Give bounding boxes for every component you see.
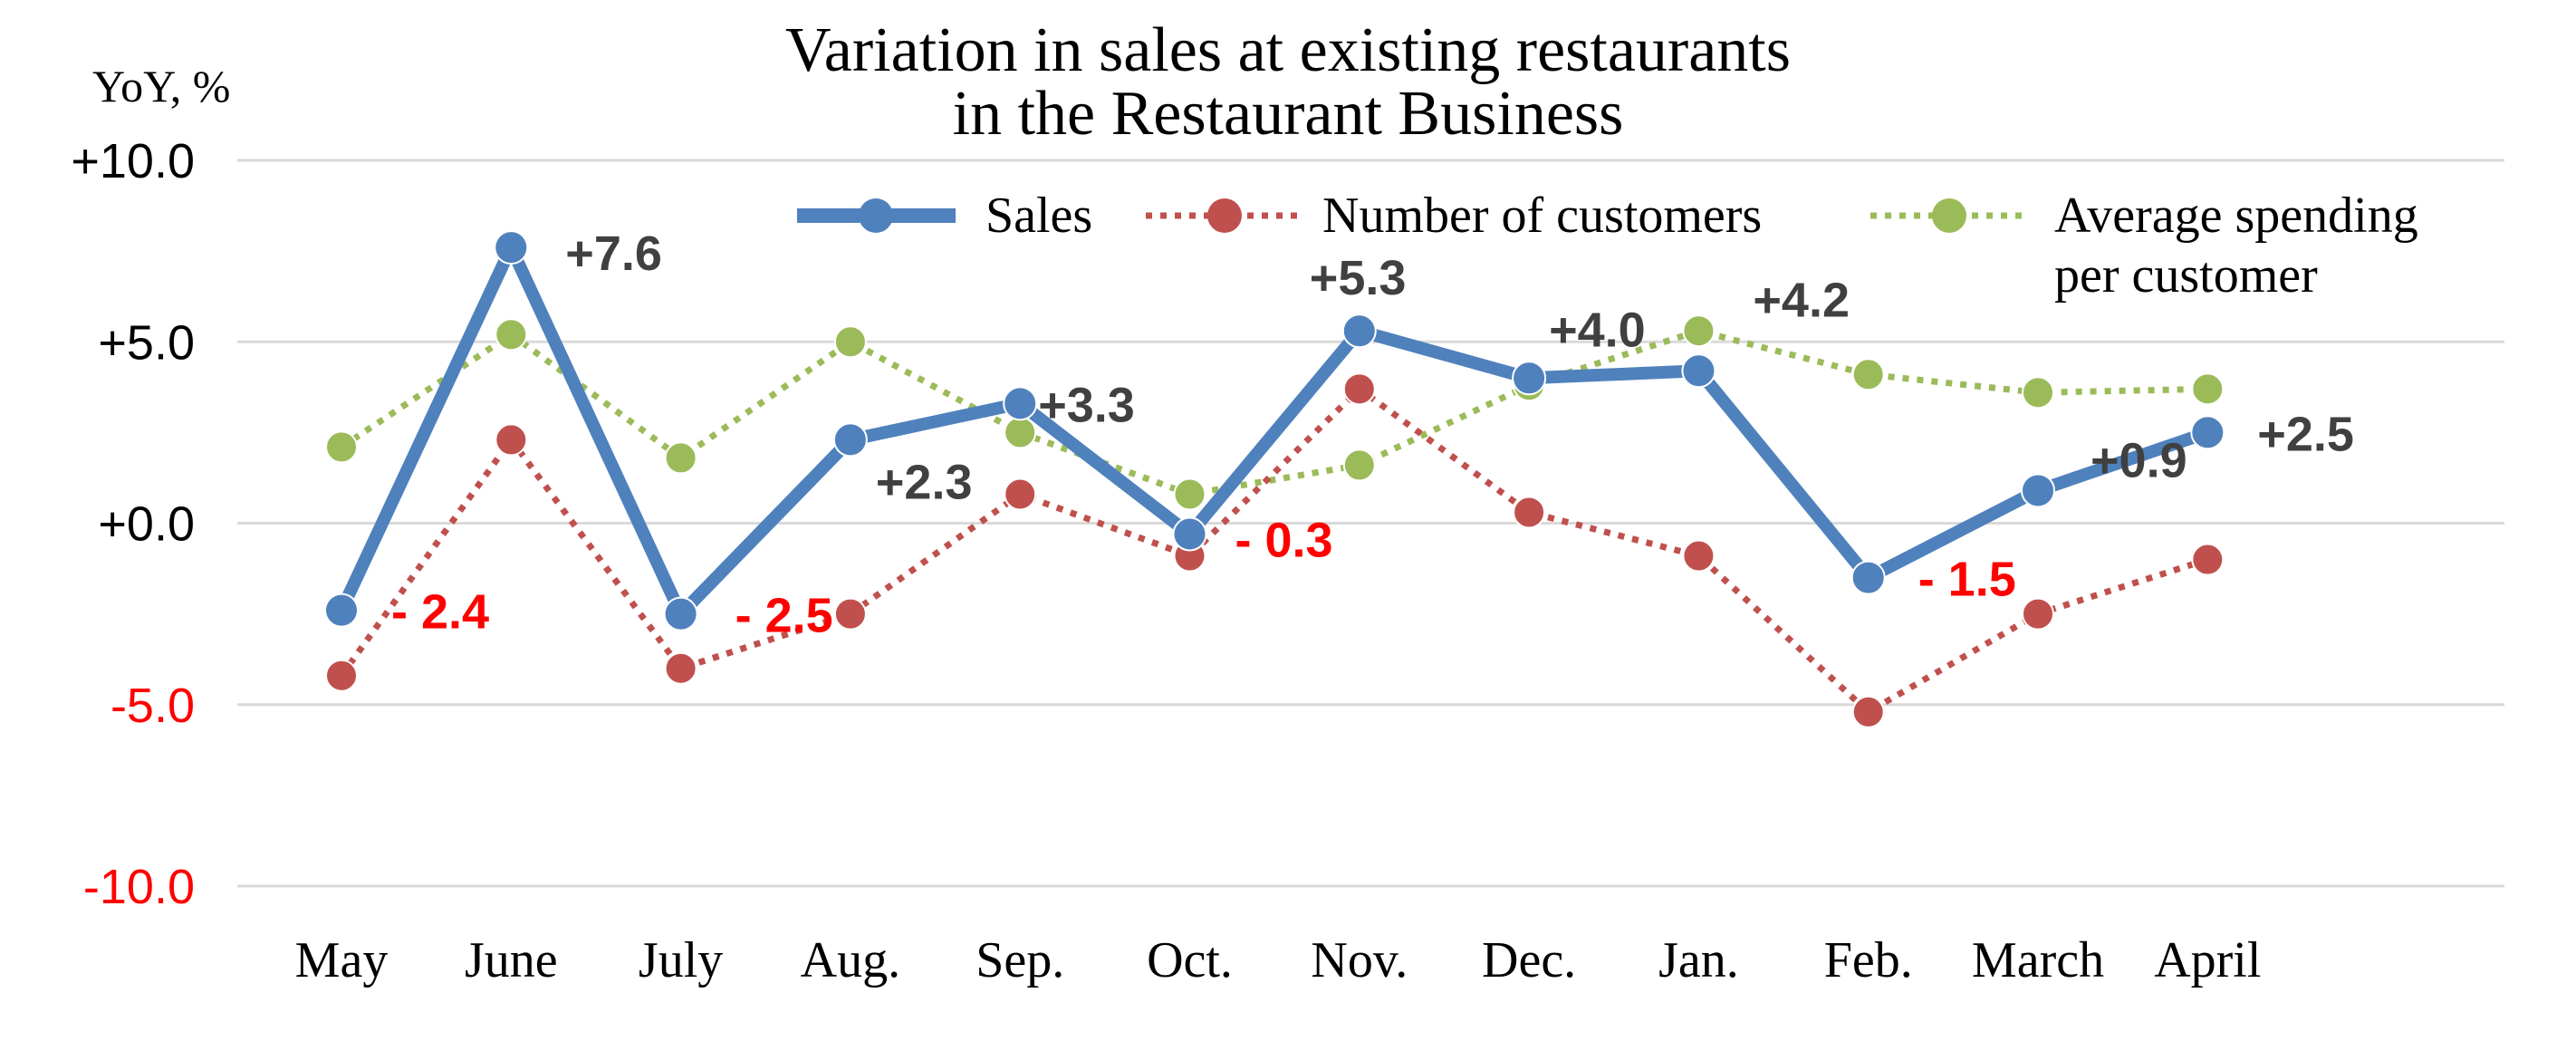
point-spending (1851, 358, 1885, 391)
point-spending (1173, 477, 1206, 511)
series-line-sales (335, 241, 2210, 621)
x-tick-label: April (2154, 932, 2261, 988)
point-sales (1850, 560, 1886, 595)
x-tick-label: Dec. (1482, 932, 1576, 988)
legend-item-spending: Average spending per customer (1870, 188, 2418, 304)
legend-marker-sales (859, 198, 893, 233)
point-customers (495, 423, 528, 457)
y-tick-label: -5.0 (111, 679, 195, 733)
legend-label-spending-line-2: per customer (2054, 247, 2318, 304)
point-sales (1172, 516, 1207, 552)
legend-label-customers: Number of customers (1322, 188, 1762, 244)
data-label-sales: - 1.5 (1918, 553, 2016, 607)
x-tick-label: July (639, 932, 723, 988)
legend-label-sales: Sales (985, 188, 1092, 244)
x-tick-label: Sep. (976, 932, 1064, 988)
chart-title-line-1: Variation in sales at existing restauran… (785, 15, 1791, 85)
point-sales (494, 230, 529, 265)
point-customers (664, 651, 697, 685)
point-customers (1513, 496, 1546, 529)
series-sales (324, 230, 2225, 631)
point-sales (2021, 473, 2055, 508)
series-line-customers (339, 384, 2209, 717)
point-customers (1004, 477, 1037, 511)
point-sales (1341, 313, 1377, 349)
data-label-sales: +4.2 (1753, 273, 1850, 327)
data-label-sales: - 0.3 (1235, 514, 1333, 568)
data-label-sales: +2.3 (876, 455, 973, 509)
point-sales (1512, 361, 1547, 396)
point-sales (1681, 353, 1716, 389)
y-axis-unit-label: YoY, % (92, 61, 230, 111)
x-tick-label: Jan. (1658, 932, 1739, 988)
data-label-sales: +4.0 (1549, 303, 1646, 357)
point-sales (663, 596, 698, 631)
data-label-sales: +5.3 (1310, 251, 1407, 305)
point-spending (2022, 376, 2054, 410)
y-tick-label: +5.0 (98, 315, 195, 370)
point-customers (1851, 695, 1885, 728)
point-spending (664, 441, 697, 475)
point-sales (1003, 386, 1038, 421)
x-tick-label: Feb. (1824, 932, 1913, 988)
x-tick-label: Aug. (801, 932, 900, 988)
y-tick-label: +10.0 (71, 134, 195, 188)
data-label-sales: +7.6 (565, 227, 662, 281)
point-spending (2191, 372, 2225, 406)
legend-item-sales: Sales (797, 188, 1092, 244)
series-spending (325, 314, 2225, 511)
x-axis-ticks: May June July Aug. Sep. Oct. Nov. Dec. Jan. Feb. M… (295, 932, 2262, 988)
x-tick-label: March (1972, 932, 2104, 988)
legend: Sales Number of customers Average spendi… (797, 188, 2418, 304)
x-tick-label: May (295, 932, 389, 988)
point-sales (2190, 415, 2225, 450)
y-tick-label: +0.0 (98, 497, 195, 552)
legend-marker-customers (1207, 198, 1242, 233)
point-customers (2191, 543, 2225, 576)
point-customers (833, 597, 867, 631)
point-spending (495, 318, 528, 352)
legend-marker-spending (1932, 198, 1966, 233)
chart-title-line-2: in the Restaurant Business (953, 79, 1624, 149)
point-spending (833, 325, 867, 359)
chart-title: Variation in sales at existing restauran… (785, 15, 1791, 149)
point-sales (324, 593, 359, 628)
y-axis-ticks: +10.0 +5.0 +0.0 -5.0 -10.0 (71, 134, 195, 914)
point-sales (832, 422, 868, 458)
y-tick-label: -10.0 (83, 860, 195, 914)
data-label-sales: +3.3 (1038, 378, 1135, 432)
data-label-sales: - 2.5 (735, 589, 833, 643)
point-spending (1342, 448, 1376, 482)
series-line-spending (340, 327, 2208, 498)
point-spending (1682, 314, 1716, 348)
legend-label-spending-line-1: Average spending (2054, 188, 2418, 244)
point-spending (1004, 416, 1037, 449)
data-label-sales: +0.9 (2091, 433, 2187, 487)
point-customers (1682, 539, 1716, 573)
point-customers (325, 659, 358, 692)
point-spending (325, 430, 358, 464)
series-lines (324, 230, 2225, 728)
x-tick-label: June (465, 932, 558, 988)
point-customers (1342, 372, 1376, 406)
data-label-sales: - 2.4 (391, 585, 489, 640)
data-label-sales: +2.5 (2257, 407, 2354, 461)
x-tick-label: Nov. (1311, 932, 1408, 988)
point-customers (2022, 597, 2054, 631)
data-labels: - 2.4 +7.6 - 2.5 +2.3 +3.3 - 0.3 +5.3 +4.0 +4.2 -… (391, 227, 2354, 643)
x-tick-label: Oct. (1147, 932, 1233, 988)
gridlines (237, 159, 2504, 888)
legend-item-customers: Number of customers (1146, 188, 1762, 244)
